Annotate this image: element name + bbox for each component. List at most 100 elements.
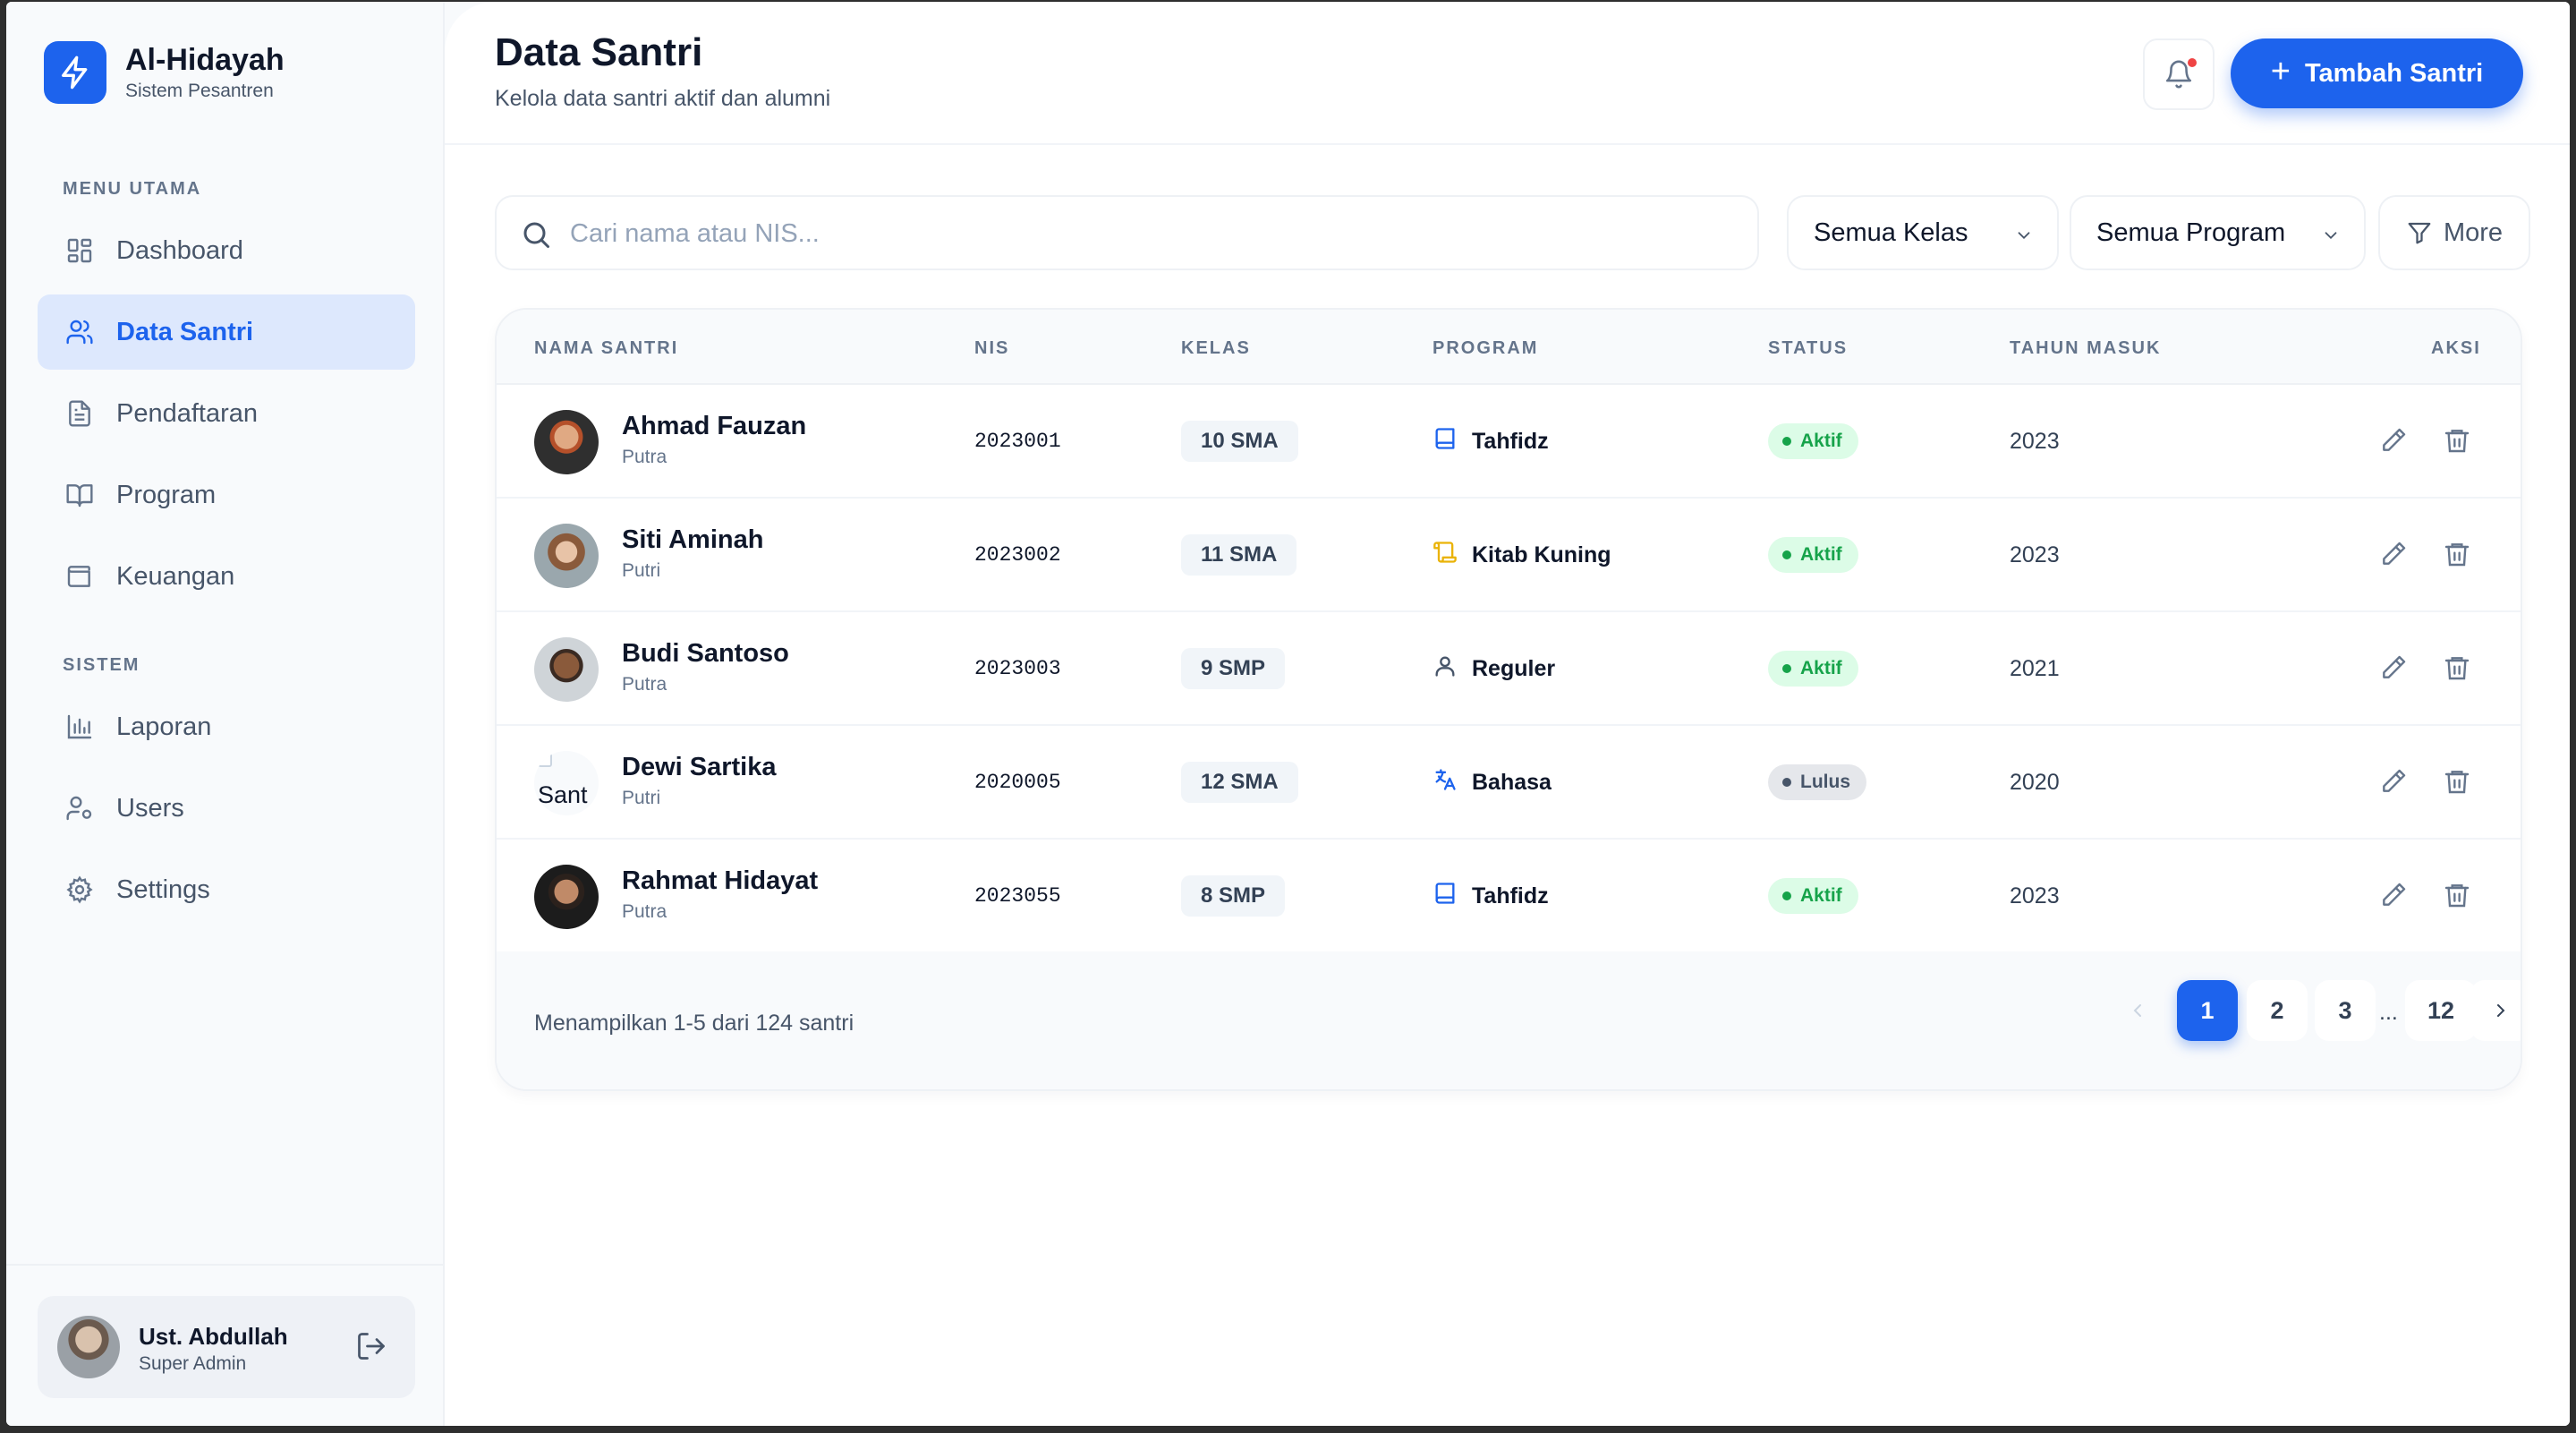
more-filters-button[interactable]: More	[2378, 195, 2530, 270]
gear-icon	[64, 874, 95, 905]
column-header-status: STATUS	[1768, 338, 1849, 358]
user-icon	[1435, 656, 1455, 677]
kelas-select[interactable]: Semua Kelas	[1787, 195, 2059, 270]
status-label: Aktif	[1800, 544, 1842, 565]
user-role: Super Admin	[139, 1353, 247, 1374]
pagination-ellipsis: ...	[2379, 1000, 2398, 1025]
notification-button[interactable]	[2143, 38, 2215, 110]
sidebar-item-keuangan[interactable]: Keuangan	[38, 539, 415, 614]
broken-avatar-alt-text: Sant	[538, 781, 588, 808]
edit-icon[interactable]	[2379, 426, 2408, 455]
santri-gender: Putri	[622, 788, 661, 808]
program-label: Reguler	[1472, 656, 1556, 681]
table-row[interactable]: Budi Santoso Putra 2023003 9 SMP Reguler…	[497, 612, 2521, 726]
program-select[interactable]: Semua Program	[2070, 195, 2366, 270]
page-button-3-label: 3	[2338, 996, 2352, 1024]
status-label: Aktif	[1800, 658, 1842, 678]
chevron-left-icon	[2133, 1004, 2141, 1017]
status-dot	[1782, 437, 1791, 446]
status-dot	[1782, 778, 1791, 787]
santri-name: Budi Santoso	[622, 639, 789, 668]
sidebar-item-label: Program	[116, 480, 217, 509]
notification-dot	[2186, 56, 2198, 69]
sidebar-item-dashboard[interactable]: Dashboard	[38, 213, 415, 288]
avatar	[534, 637, 599, 702]
santri-name: Siti Aminah	[622, 525, 764, 554]
column-header-tahun-masuk: TAHUN MASUK	[2010, 338, 2162, 358]
bell-icon	[2165, 60, 2192, 89]
kelas-badge: 10 SMA	[1181, 421, 1298, 462]
sidebar-item-laporan[interactable]: Laporan	[38, 689, 415, 764]
page-button-1[interactable]: 1	[2177, 980, 2238, 1041]
add-santri-label: Tambah Santri	[2304, 58, 2484, 88]
trash-icon[interactable]	[2443, 881, 2471, 909]
trash-icon[interactable]	[2443, 426, 2471, 455]
column-header-nis: NIS	[974, 338, 1010, 358]
santri-nis: 2020005	[974, 771, 1061, 794]
table-row[interactable]: Rahmat Hidayat Putra 2023055 8 SMP Tahfi…	[497, 840, 2521, 953]
table-row[interactable]: Siti Aminah Putri 2023002 11 SMA Kitab K…	[497, 499, 2521, 612]
search-input[interactable]	[570, 211, 1733, 256]
add-santri-button[interactable]: + Tambah Santri	[2231, 38, 2523, 108]
page-button-12[interactable]: 12	[2405, 980, 2477, 1041]
program-label: Tahfidz	[1472, 883, 1549, 908]
trash-icon[interactable]	[2443, 767, 2471, 796]
sidebar-item-settings[interactable]: Settings	[38, 852, 415, 927]
santri-nis: 2023055	[974, 884, 1061, 908]
page-title: Data Santri	[495, 30, 703, 74]
table-header: NAMA SANTRI NIS KELAS PROGRAM STATUS TAH…	[497, 310, 2521, 385]
santri-gender: Putra	[622, 447, 667, 467]
status-label: Lulus	[1800, 772, 1850, 792]
sidebar-item-label: Users	[116, 793, 184, 823]
prev-page-button[interactable]	[2107, 980, 2168, 1041]
broken-image-icon	[538, 753, 552, 767]
trash-icon[interactable]	[2443, 653, 2471, 682]
book-open-icon	[64, 480, 95, 510]
sidebar-item-data-santri[interactable]: Data Santri	[38, 294, 415, 370]
plus-icon: +	[2270, 52, 2291, 90]
sidebar-item-users[interactable]: Users	[38, 771, 415, 846]
edit-icon[interactable]	[2379, 540, 2408, 568]
table-row[interactable]: Ahmad Fauzan Putra 2023001 10 SMA Tahfid…	[497, 385, 2521, 499]
page-subtitle: Kelola data santri aktif dan alumni	[495, 86, 831, 111]
page-button-2[interactable]: 2	[2247, 980, 2308, 1041]
logout-icon[interactable]	[355, 1330, 387, 1362]
edit-icon[interactable]	[2379, 881, 2408, 909]
table-footer: Menampilkan 1-5 dari 124 santri 1 2 3 ..…	[497, 951, 2521, 1089]
sidebar-item-label: Laporan	[116, 712, 212, 741]
avatar	[534, 410, 599, 474]
sidebar-item-label: Data Santri	[116, 317, 254, 346]
section-label-sistem: SISTEM	[63, 655, 140, 675]
user-card[interactable]: Ust. Abdullah Super Admin	[38, 1296, 415, 1398]
tahun-masuk: 2023	[2010, 883, 2060, 908]
sidebar-item-pendaftaran[interactable]: Pendaftaran	[38, 376, 415, 451]
chevron-right-icon	[2497, 1004, 2505, 1017]
status-label: Aktif	[1800, 431, 1842, 451]
trash-icon[interactable]	[2443, 540, 2471, 568]
edit-icon[interactable]	[2379, 767, 2408, 796]
avatar-broken-image: Sant	[534, 751, 599, 815]
table-row[interactable]: Sant Dewi Sartika Putri 2020005 12 SMA B…	[497, 726, 2521, 840]
chevron-down-icon	[2325, 232, 2337, 240]
logo	[44, 41, 106, 104]
app-name: Al-Hidayah	[125, 43, 285, 77]
santri-gender: Putra	[622, 674, 667, 695]
column-header-nama: NAMA SANTRI	[534, 338, 679, 358]
lightning-icon	[62, 55, 88, 90]
document-icon	[64, 398, 95, 429]
status-badge: Aktif	[1768, 878, 1858, 914]
status-dot	[1782, 550, 1791, 559]
next-page-button[interactable]	[2470, 980, 2521, 1041]
program-label: Bahasa	[1472, 770, 1552, 795]
edit-icon[interactable]	[2379, 653, 2408, 682]
sidebar-item-program[interactable]: Program	[38, 457, 415, 533]
kelas-badge: 8 SMP	[1181, 875, 1286, 917]
languages-icon	[1435, 769, 1456, 790]
avatar	[534, 865, 599, 929]
bar-chart-icon	[64, 712, 95, 742]
tahun-masuk: 2020	[2010, 770, 2060, 795]
status-badge: Aktif	[1768, 651, 1858, 687]
more-label: More	[2443, 218, 2504, 247]
column-header-kelas: KELAS	[1181, 338, 1251, 358]
page-button-3[interactable]: 3	[2315, 980, 2376, 1041]
